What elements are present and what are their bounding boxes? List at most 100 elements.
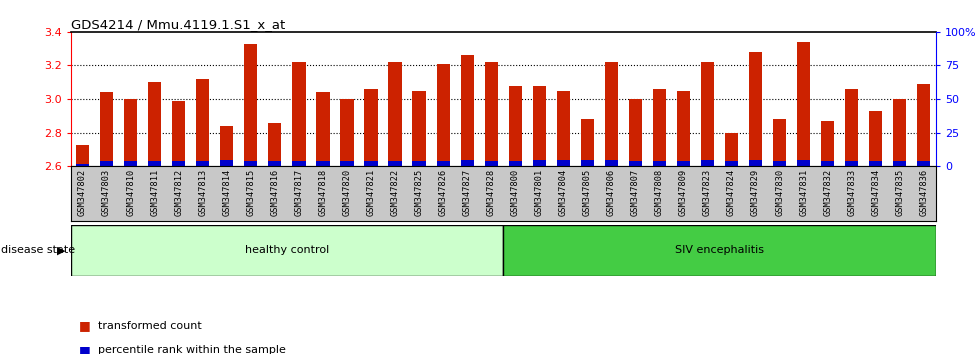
Text: GSM347813: GSM347813 [198, 169, 207, 216]
Text: GSM347831: GSM347831 [800, 169, 808, 216]
Bar [317, 92, 329, 166]
Text: GSM347827: GSM347827 [463, 169, 471, 216]
Text: GSM347823: GSM347823 [703, 169, 712, 216]
Text: disease state: disease state [1, 245, 75, 256]
Bar [359, 166, 383, 221]
Text: GSM347804: GSM347804 [559, 169, 567, 216]
Bar [773, 161, 786, 166]
Bar [436, 64, 450, 166]
Bar [557, 160, 570, 166]
Bar [575, 166, 600, 221]
Text: GSM347817: GSM347817 [294, 169, 304, 216]
Text: GSM347800: GSM347800 [511, 169, 519, 216]
Bar [552, 166, 575, 221]
Bar [287, 166, 311, 221]
Bar [869, 161, 882, 166]
Bar [311, 166, 335, 221]
Bar [220, 160, 233, 166]
Text: GSM347816: GSM347816 [270, 169, 279, 216]
Bar [365, 161, 377, 166]
Text: ■: ■ [78, 344, 90, 354]
Text: GSM347830: GSM347830 [775, 169, 784, 216]
Bar [533, 160, 546, 166]
Text: GSM347826: GSM347826 [439, 169, 448, 216]
Bar [95, 166, 119, 221]
Text: percentile rank within the sample: percentile rank within the sample [98, 346, 286, 354]
Bar [71, 225, 504, 276]
Bar [581, 160, 594, 166]
Text: ■: ■ [78, 319, 90, 332]
Bar [317, 161, 329, 166]
Text: GSM347812: GSM347812 [174, 169, 183, 216]
Bar [581, 119, 594, 166]
Bar [263, 166, 287, 221]
Text: GSM347834: GSM347834 [871, 169, 880, 216]
Text: GSM347814: GSM347814 [222, 169, 231, 216]
Bar [143, 166, 167, 221]
Bar [407, 166, 431, 221]
Bar [479, 166, 504, 221]
Bar [119, 166, 143, 221]
Bar [455, 166, 479, 221]
Bar [461, 56, 473, 166]
Text: GSM347833: GSM347833 [848, 169, 857, 216]
Bar [244, 161, 258, 166]
Bar [725, 133, 738, 166]
Bar [911, 166, 936, 221]
Bar [797, 42, 810, 166]
Bar [653, 161, 666, 166]
Bar [888, 166, 911, 221]
Bar [533, 86, 546, 166]
Bar [792, 166, 815, 221]
Bar [509, 161, 522, 166]
Bar [431, 166, 455, 221]
Text: GSM347820: GSM347820 [342, 169, 352, 216]
Text: GSM347805: GSM347805 [583, 169, 592, 216]
Bar [840, 166, 863, 221]
Bar [365, 89, 377, 166]
Bar [719, 166, 744, 221]
Bar [600, 166, 623, 221]
Bar [292, 161, 306, 166]
Bar [863, 166, 888, 221]
Bar [244, 44, 258, 166]
Bar [196, 161, 210, 166]
Bar [220, 126, 233, 166]
Bar [436, 161, 450, 166]
Bar [893, 161, 907, 166]
Bar [124, 161, 137, 166]
Bar [148, 161, 162, 166]
Bar [671, 166, 696, 221]
Text: GSM347836: GSM347836 [919, 169, 928, 216]
Bar [797, 160, 810, 166]
Text: GSM347818: GSM347818 [318, 169, 327, 216]
Bar [292, 62, 306, 166]
Bar [76, 144, 89, 166]
Bar [917, 161, 930, 166]
Bar [749, 160, 762, 166]
Bar [893, 99, 907, 166]
Bar [148, 82, 162, 166]
Text: GSM347811: GSM347811 [150, 169, 159, 216]
Bar [605, 160, 618, 166]
Bar [335, 166, 359, 221]
Bar [725, 161, 738, 166]
Text: GSM347822: GSM347822 [391, 169, 400, 216]
Text: GSM347832: GSM347832 [823, 169, 832, 216]
Bar [172, 101, 185, 166]
Bar [484, 161, 498, 166]
Bar [172, 161, 185, 166]
Text: healthy control: healthy control [245, 245, 329, 256]
Bar [269, 161, 281, 166]
Text: GSM347807: GSM347807 [631, 169, 640, 216]
Bar [845, 89, 858, 166]
Bar [269, 123, 281, 166]
Bar [696, 166, 719, 221]
Bar [821, 161, 834, 166]
Bar [917, 84, 930, 166]
Text: ▶: ▶ [57, 245, 66, 256]
Bar [340, 161, 354, 166]
Bar [340, 99, 354, 166]
Bar [388, 161, 402, 166]
Text: GSM347803: GSM347803 [102, 169, 111, 216]
